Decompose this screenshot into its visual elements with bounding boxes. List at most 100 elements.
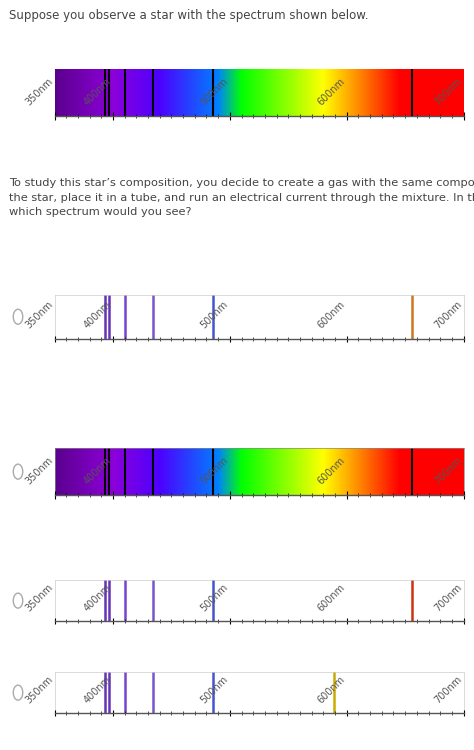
Bar [200, 69, 201, 116]
Bar [261, 448, 262, 495]
Bar [304, 69, 305, 116]
Bar [85, 448, 86, 495]
Bar [234, 448, 235, 495]
Bar [317, 448, 318, 495]
Bar [211, 448, 212, 495]
Bar [378, 69, 379, 116]
Bar [125, 448, 126, 495]
Bar [103, 448, 104, 495]
Bar [71, 69, 72, 116]
Bar [315, 448, 316, 495]
Bar [338, 69, 339, 116]
Bar [123, 69, 124, 116]
Bar [410, 69, 411, 116]
Bar [412, 69, 413, 116]
Bar [108, 69, 109, 116]
Bar [193, 69, 194, 116]
Bar [96, 448, 97, 495]
Bar [423, 69, 424, 116]
Bar [401, 448, 402, 495]
Bar [121, 448, 122, 495]
Bar [198, 69, 199, 116]
Bar [296, 448, 297, 495]
Bar [380, 69, 381, 116]
Bar [284, 69, 285, 116]
Bar [223, 69, 224, 116]
Bar [95, 69, 96, 116]
Bar [222, 448, 223, 495]
Bar [93, 448, 94, 495]
Bar [302, 69, 303, 116]
Bar [143, 69, 144, 116]
Bar [151, 448, 152, 495]
Bar [350, 448, 351, 495]
Bar [360, 448, 361, 495]
Bar [393, 448, 394, 495]
Bar [409, 69, 410, 116]
Bar [458, 69, 459, 116]
Bar [269, 448, 270, 495]
Bar [206, 448, 207, 495]
Bar [441, 69, 442, 116]
Bar [306, 69, 307, 116]
Bar [379, 448, 380, 495]
Bar [424, 69, 425, 116]
Bar [322, 448, 323, 495]
Bar [460, 69, 461, 116]
Bar [131, 69, 132, 116]
Bar [202, 448, 203, 495]
Bar [331, 69, 332, 116]
Bar [246, 448, 247, 495]
Bar [119, 69, 120, 116]
Bar [281, 69, 282, 116]
Bar [203, 448, 204, 495]
Bar [179, 448, 180, 495]
Bar [366, 448, 367, 495]
Bar [398, 448, 399, 495]
Bar [80, 69, 81, 116]
Bar [268, 448, 269, 495]
Bar [83, 69, 84, 116]
Bar [156, 69, 157, 116]
Bar [280, 448, 281, 495]
Bar [170, 448, 171, 495]
Bar [173, 448, 174, 495]
Bar [427, 448, 428, 495]
Bar [207, 69, 208, 116]
Bar [197, 69, 198, 116]
Bar [261, 69, 262, 116]
Bar [413, 448, 414, 495]
Bar [326, 69, 327, 116]
Bar [220, 69, 221, 116]
Bar [84, 69, 85, 116]
Bar [253, 448, 254, 495]
Bar [317, 69, 318, 116]
Bar [199, 448, 200, 495]
Bar [354, 448, 355, 495]
Bar [430, 69, 431, 116]
Bar [205, 448, 206, 495]
Bar [63, 448, 64, 495]
Bar [101, 448, 102, 495]
Bar [454, 69, 455, 116]
Bar [260, 448, 261, 495]
Bar [364, 448, 365, 495]
Bar [322, 69, 323, 116]
Bar [231, 69, 232, 116]
Bar [83, 448, 84, 495]
Bar [194, 69, 195, 116]
Bar [289, 448, 290, 495]
Bar [154, 69, 155, 116]
Bar [122, 448, 123, 495]
Bar [215, 448, 216, 495]
Bar [462, 448, 463, 495]
Bar [321, 69, 322, 116]
Bar [448, 448, 449, 495]
Bar [376, 448, 377, 495]
Bar [397, 69, 398, 116]
Bar [377, 448, 378, 495]
Bar [330, 448, 331, 495]
Bar [129, 448, 130, 495]
Bar [353, 448, 354, 495]
Bar [392, 448, 393, 495]
